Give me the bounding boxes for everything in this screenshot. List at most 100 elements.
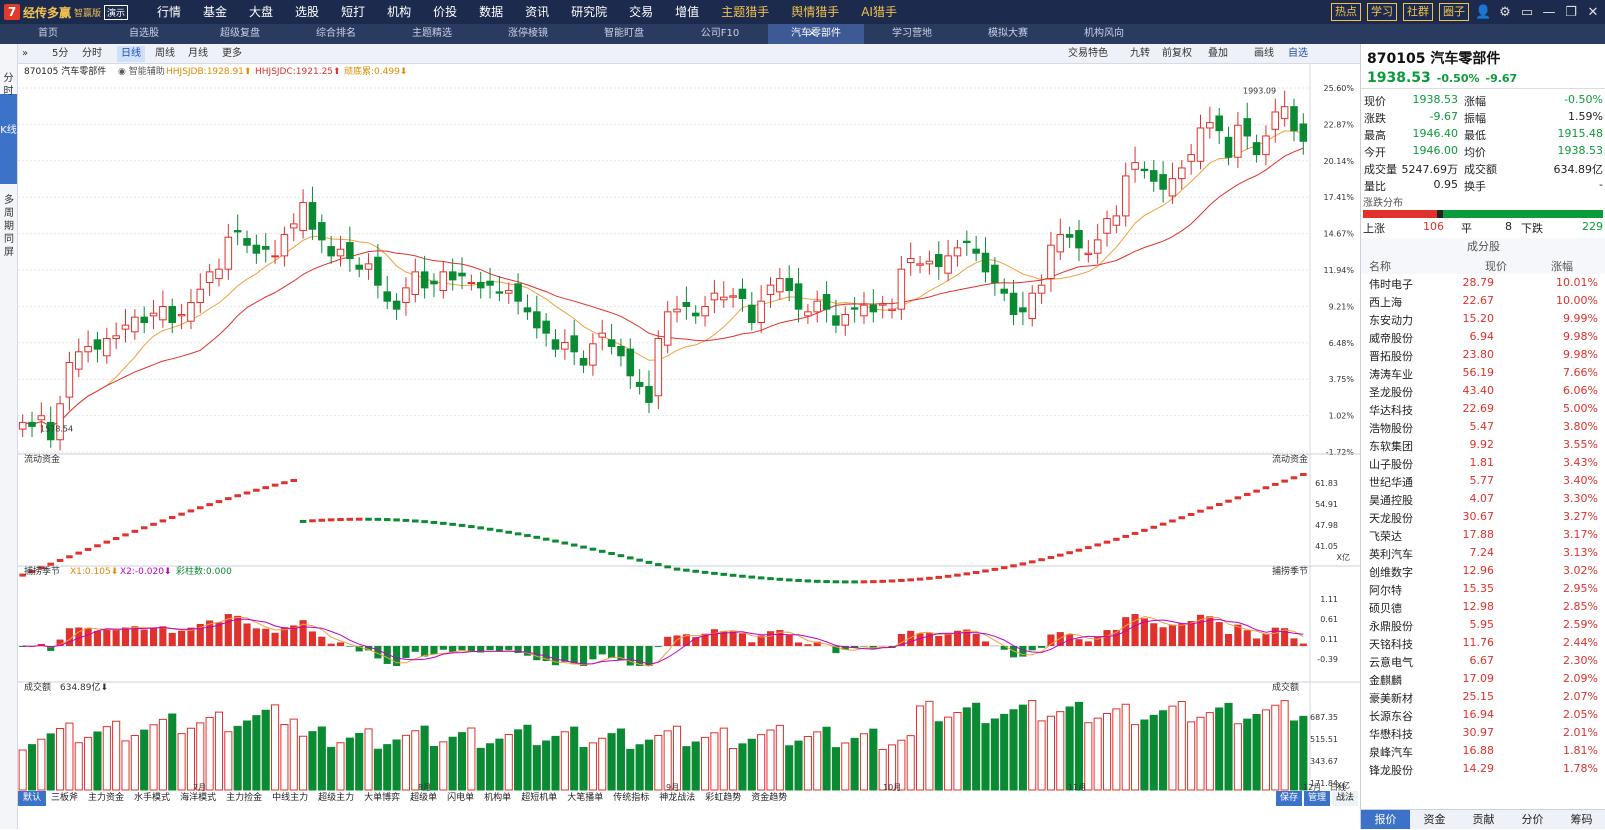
tab-5[interactable]: 涨停棱镜 — [480, 24, 576, 44]
quote-tab-1[interactable]: 资金 — [1410, 810, 1459, 829]
indicator-tab-12[interactable]: 超短机单 — [516, 791, 562, 806]
quote-tab-0[interactable]: 报价 — [1361, 810, 1410, 829]
period-minute[interactable]: 分时 — [78, 46, 106, 62]
period-day[interactable]: 日线 — [117, 46, 145, 62]
layout-icon[interactable]: ▭ — [1519, 5, 1535, 20]
app-logo[interactable]: 7 经传多赢 智赢版 演示 — [0, 4, 146, 21]
learn-button[interactable]: 学习 — [1367, 3, 1397, 21]
circle-button[interactable]: 圈子 — [1439, 3, 1469, 21]
menu-item-11[interactable]: 增值 — [664, 0, 710, 24]
add-watchlist-button[interactable]: 自选 — [1288, 46, 1308, 62]
menu-item-10[interactable]: 交易 — [618, 0, 664, 24]
tab-10[interactable]: 模拟大赛 — [960, 24, 1056, 44]
menu-item-9[interactable]: 研究院 — [560, 0, 618, 24]
menu-item-14[interactable]: AI猎手 — [850, 0, 908, 24]
tab-2[interactable]: 超级复盘 — [192, 24, 288, 44]
nine-turn-button[interactable]: 九转 — [1130, 46, 1150, 62]
user-icon[interactable]: 👤 — [1475, 5, 1491, 20]
menu-item-5[interactable]: 机构 — [376, 0, 422, 24]
hot-button[interactable]: 热点 — [1331, 3, 1361, 21]
community-button[interactable]: 社群 — [1403, 3, 1433, 21]
indicator-tab-0[interactable]: 默认 — [18, 791, 46, 806]
draw-line-button[interactable]: 画线 — [1254, 46, 1274, 62]
indicator-action-1[interactable]: 管理 — [1304, 791, 1330, 806]
indicator-tab-5[interactable]: 主力捡金 — [221, 791, 267, 806]
indicator-tab-8[interactable]: 大单博弈 — [359, 791, 405, 806]
indicator-tab-13[interactable]: 大笔播单 — [562, 791, 608, 806]
indicator-tab-4[interactable]: 海洋模式 — [175, 791, 221, 806]
period-5min[interactable]: 5分 — [48, 46, 72, 62]
menu-item-12[interactable]: 主题猎手 — [710, 0, 780, 24]
collapse-icon[interactable]: » — [22, 46, 28, 62]
indicator-tab-2[interactable]: 主力资金 — [83, 791, 129, 806]
period-week[interactable]: 周线 — [151, 46, 179, 62]
indicator-tab-10[interactable]: 闪电单 — [442, 791, 479, 806]
minimize-icon[interactable]: — — [1541, 5, 1557, 20]
tab-11[interactable]: 机构风向 — [1056, 24, 1152, 44]
trade-feature-menu[interactable]: 交易特色 — [1068, 46, 1108, 62]
tab-6[interactable]: 智能盯盘 — [576, 24, 672, 44]
tab-multi-period[interactable]: 多周期同屏 — [3, 184, 15, 263]
indicator-tab-16[interactable]: 彩虹趋势 — [700, 791, 746, 806]
close-icon[interactable]: ✕ — [1585, 5, 1601, 20]
indicator-action-0[interactable]: 保存 — [1276, 791, 1302, 806]
tab-4[interactable]: 主题精选 — [384, 24, 480, 44]
tab-kline[interactable]: K线 — [0, 94, 17, 184]
tab-1[interactable]: 自选股 — [96, 24, 192, 44]
quote-tab-4[interactable]: 筹码 — [1557, 810, 1605, 829]
period-month[interactable]: 月线 — [184, 46, 212, 62]
overlay-menu[interactable]: 叠加 — [1208, 46, 1228, 62]
indicator-tab-3[interactable]: 水手模式 — [129, 791, 175, 806]
gear-icon[interactable]: ⚙ — [1497, 5, 1513, 20]
menu-item-6[interactable]: 价投 — [422, 0, 468, 24]
restore-icon[interactable]: ❐ — [1563, 5, 1579, 20]
indicator-tab-6[interactable]: 中线主力 — [267, 791, 313, 806]
indicator-tab-9[interactable]: 超级单 — [405, 791, 442, 806]
tab-timeshare[interactable]: 分时 — [0, 44, 17, 94]
menu-item-0[interactable]: 行情 — [146, 0, 192, 24]
period-more[interactable]: 更多 — [218, 46, 246, 62]
indicator-tab-7[interactable]: 超级主力 — [313, 791, 359, 806]
indicator-tab-15[interactable]: 神龙战法 — [654, 791, 700, 806]
menu-item-1[interactable]: 基金 — [192, 0, 238, 24]
menu-item-4[interactable]: 短打 — [330, 0, 376, 24]
adjust-menu[interactable]: 前复权 — [1162, 46, 1192, 62]
tab-close-icon[interactable]: × — [764, 24, 860, 44]
tab-7[interactable]: 公司F10 — [672, 24, 768, 44]
menu-item-13[interactable]: 舆情猎手 — [780, 0, 850, 24]
menu-item-3[interactable]: 选股 — [284, 0, 330, 24]
tab-3[interactable]: 综合排名 — [288, 24, 384, 44]
tab-9[interactable]: 学习营地 — [864, 24, 960, 44]
tab-0[interactable]: 首页 — [0, 24, 96, 44]
quote-tab-2[interactable]: 贡献 — [1459, 810, 1508, 829]
indicator-tab-1[interactable]: 三板斧 — [46, 791, 83, 806]
menu-item-8[interactable]: 资讯 — [514, 0, 560, 24]
